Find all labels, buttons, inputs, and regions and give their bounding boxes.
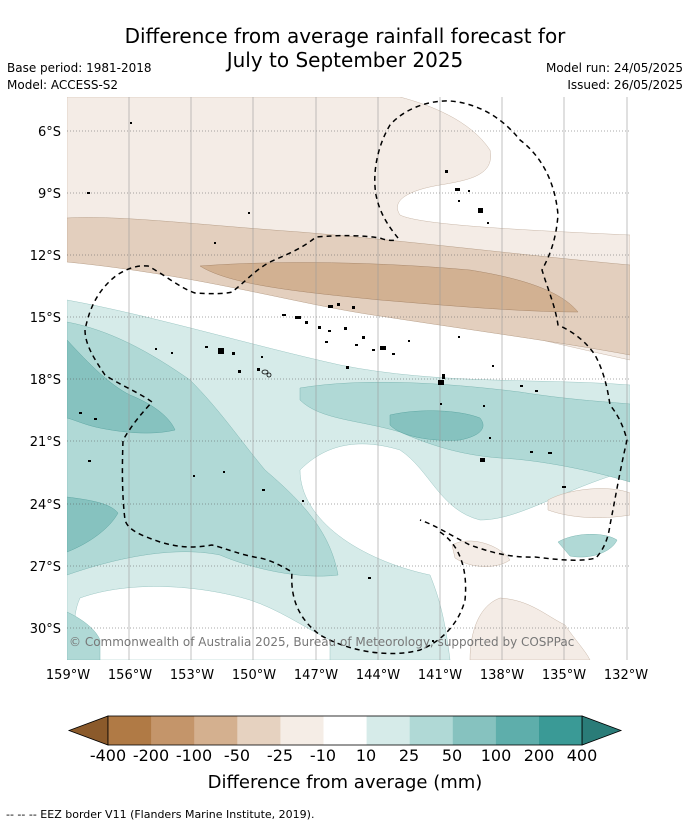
copyright-text: © Commonwealth of Australia 2025, Bureau… bbox=[69, 635, 574, 649]
lon-label: 144°W bbox=[356, 668, 400, 683]
lat-label: 30°S bbox=[30, 622, 61, 637]
colorbar-segment bbox=[237, 716, 281, 745]
eez-border-south bbox=[84, 234, 467, 655]
colorbar-tick: 10 bbox=[356, 746, 376, 765]
eez-border-north bbox=[374, 100, 628, 561]
lat-labels: 6°S 9°S 12°S 15°S 18°S 21°S 24°S 27°S 30… bbox=[30, 125, 61, 637]
dry-patch-south bbox=[469, 597, 591, 660]
map-title: Difference from average rainfall forecas… bbox=[0, 24, 690, 72]
colorbar-segment bbox=[495, 716, 540, 745]
colorbar-title: Difference from average (mm) bbox=[208, 772, 483, 793]
lat-label: 6°S bbox=[38, 125, 61, 140]
colorbar-extend-low bbox=[67, 715, 109, 746]
lat-label: 24°S bbox=[30, 498, 61, 513]
lat-gridlines bbox=[67, 130, 630, 629]
colorbar-tick: -200 bbox=[133, 746, 169, 765]
islands bbox=[79, 122, 566, 642]
colorbar-segment bbox=[151, 716, 195, 745]
eez-borders bbox=[84, 100, 628, 655]
colorbar-tick-labels: -400 -200 -100 -50 -25 -10 10 25 50 100 … bbox=[90, 746, 597, 765]
lat-label: 9°S bbox=[38, 187, 61, 202]
lon-label: 138°W bbox=[480, 668, 524, 683]
colorbar bbox=[67, 715, 623, 746]
lon-label: 141°W bbox=[418, 668, 462, 683]
title-line-2: July to September 2025 bbox=[226, 48, 464, 72]
colorbar-segment bbox=[366, 716, 411, 745]
wet-area-dark-west bbox=[67, 339, 176, 434]
colorbar-tick: -50 bbox=[224, 746, 250, 765]
colorbar-segment bbox=[108, 716, 152, 745]
lon-gridlines bbox=[128, 97, 628, 660]
title-line-1: Difference from average rainfall forecas… bbox=[124, 24, 566, 48]
colorbar-segment bbox=[452, 716, 497, 745]
colorbar-tick: -25 bbox=[267, 746, 293, 765]
lat-label: 15°S bbox=[30, 311, 61, 326]
lon-label: 150°W bbox=[232, 668, 276, 683]
lat-label: 21°S bbox=[30, 435, 61, 450]
colorbar-tick: -10 bbox=[310, 746, 336, 765]
lon-labels: 159°W 156°W 153°W 150°W 147°W 144°W 141°… bbox=[46, 668, 648, 683]
colorbar-segment bbox=[409, 716, 454, 745]
meta-right: Model run: 24/05/2025 Issued: 26/05/2025 bbox=[546, 60, 683, 94]
lon-label: 135°W bbox=[542, 668, 586, 683]
model-run: Model run: 24/05/2025 bbox=[545, 61, 683, 75]
lat-label: 27°S bbox=[30, 560, 61, 575]
colorbar-tick: 200 bbox=[524, 746, 555, 765]
lon-label: 132°W bbox=[604, 668, 648, 683]
colorbar-extend-high bbox=[581, 715, 623, 746]
wet-area-dark-east bbox=[389, 410, 484, 441]
wet-patch-southwest bbox=[67, 611, 101, 660]
lat-label: 18°S bbox=[30, 373, 61, 388]
issued-date: Issued: 26/05/2025 bbox=[567, 78, 683, 92]
eez-legend-note: -- -- -- EEZ border V11 (Flanders Marine… bbox=[6, 808, 315, 821]
colorbar-tick: -400 bbox=[90, 746, 126, 765]
colorbar-segment bbox=[194, 716, 238, 745]
dry-patch-southeast bbox=[451, 540, 511, 567]
colorbar-segment bbox=[280, 716, 324, 745]
dry-patch-east bbox=[547, 488, 630, 518]
wet-area-medium-west bbox=[67, 321, 339, 577]
wet-patch-east bbox=[557, 533, 618, 558]
colorbar-segment bbox=[539, 716, 583, 745]
base-period: Base period: 1981-2018 bbox=[7, 61, 152, 75]
meta-left: Base period: 1981-2018 Model: ACCESS-S2 bbox=[7, 60, 152, 94]
dry-band-core bbox=[199, 262, 579, 313]
colorbar-tick: 400 bbox=[567, 746, 598, 765]
wet-area-dark-sw bbox=[67, 496, 119, 553]
colorbar-tick: 100 bbox=[481, 746, 512, 765]
island-outlines bbox=[261, 369, 272, 378]
colorbar-tick: 25 bbox=[399, 746, 419, 765]
lon-label: 156°W bbox=[108, 668, 152, 683]
lat-label: 12°S bbox=[30, 249, 61, 264]
colorbar-segment bbox=[323, 716, 368, 745]
map-plot: © Commonwealth of Australia 2025, Bureau… bbox=[67, 97, 630, 660]
colorbar-tick: 50 bbox=[442, 746, 462, 765]
colorbar-frame bbox=[107, 715, 583, 746]
lon-label: 159°W bbox=[46, 668, 90, 683]
lon-label: 147°W bbox=[294, 668, 338, 683]
colorbar-tick: -100 bbox=[176, 746, 212, 765]
lon-label: 153°W bbox=[170, 668, 214, 683]
model-name: Model: ACCESS-S2 bbox=[7, 78, 119, 92]
